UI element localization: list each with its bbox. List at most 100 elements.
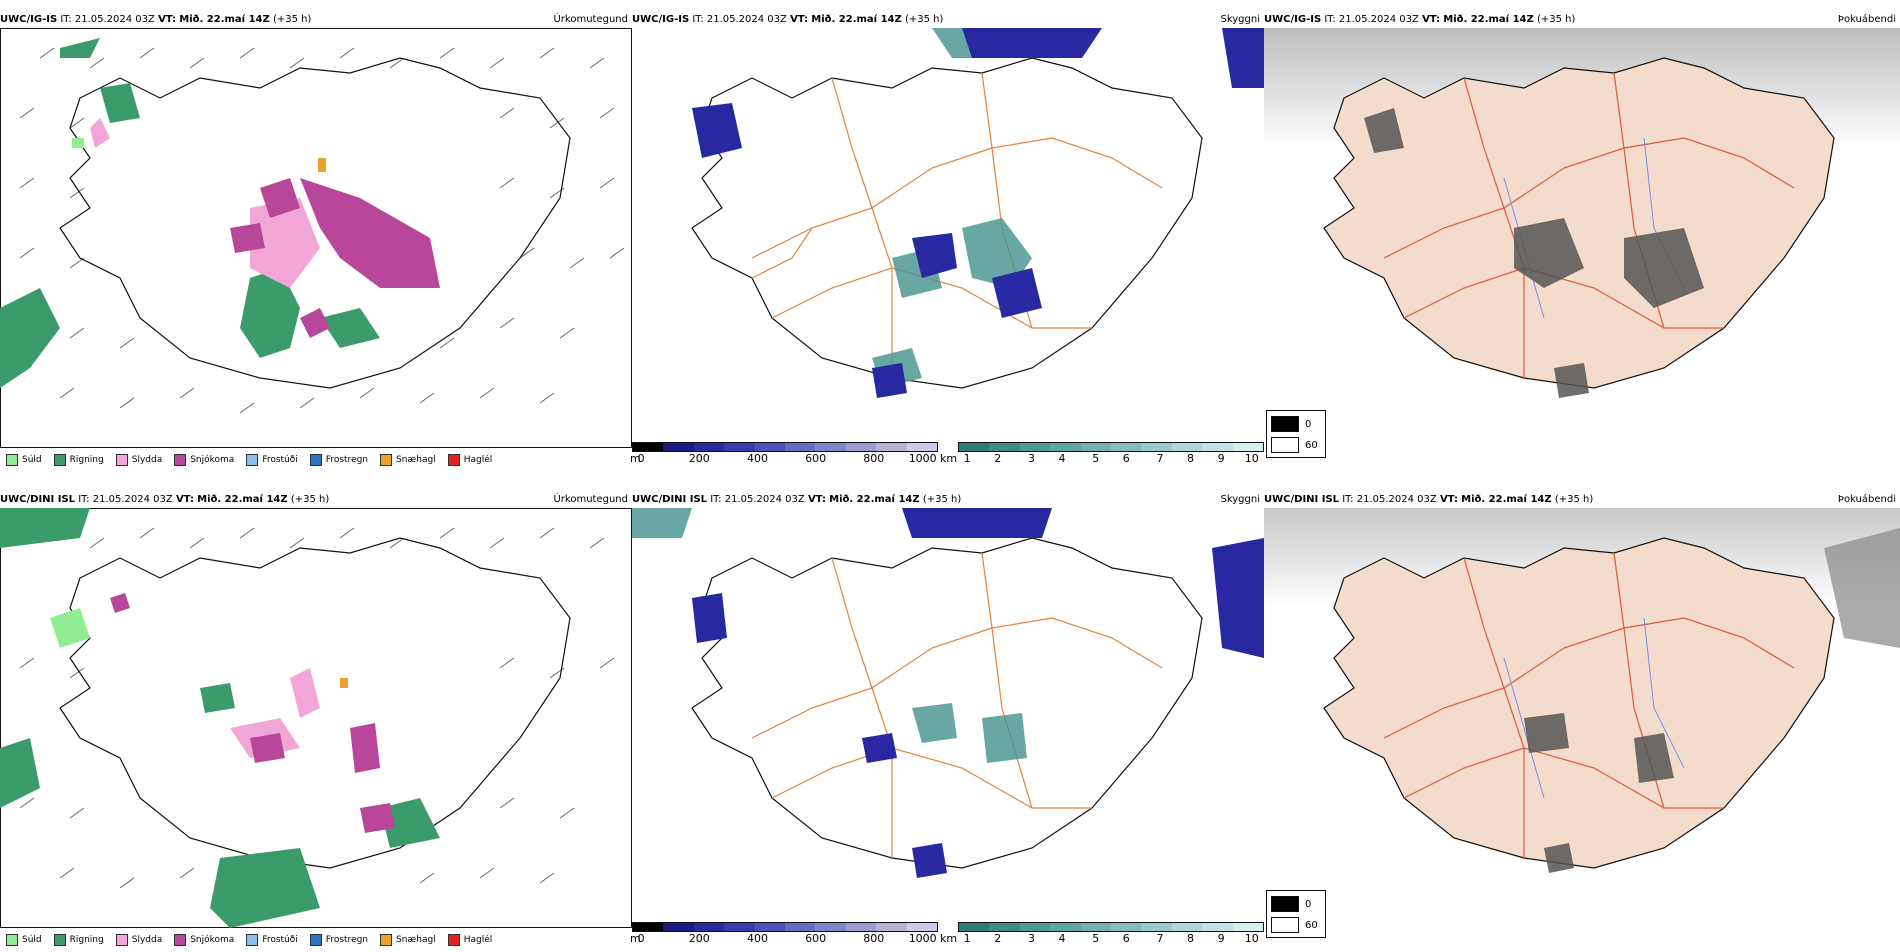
legend-label: Haglél [463,935,493,945]
legend-swatch [115,934,128,946]
panel-header: UWC/DINI ISL IT: 21.05.2024 03Z VT: Mið.… [0,492,632,508]
vt-value: Mið. 22.maí 14Z [179,14,270,25]
ceiling-bar-colors [632,442,938,452]
tick: 10 [1244,932,1259,945]
tick: 1 [963,452,971,465]
legend-label: Rigning [69,455,104,465]
tick: 3 [1027,452,1035,465]
legend-item-frostregn: Frostregn [309,454,369,466]
tick: 2 [994,452,1002,465]
vt-value: Mið. 22.maí 14Z [197,494,288,505]
tick: 1000 [908,932,937,945]
tick: 6 [1122,452,1130,465]
legend-label: Snæhagl [396,455,436,465]
tick: 400 [746,932,768,945]
panel-title: Skyggni [1220,14,1260,25]
vis-unit: km [940,932,958,945]
tick: 200 [688,452,710,465]
vis-bar-colors [958,922,1264,932]
tick: 9 [1217,932,1225,945]
it-value: 21.05.2024 03Z [92,494,173,505]
panel-title: Skyggni [1220,494,1260,505]
model-label: UWC/DINI ISL [632,494,708,505]
legend-label: Slydda [131,455,163,465]
tick: 7 [1156,932,1164,945]
it-value: 21.05.2024 03Z [74,14,155,25]
legend-label: Frostregn [325,455,369,465]
tick: 6 [1122,932,1130,945]
ceiling-ticks: 0 200 400 600 800 1000 [632,932,938,946]
vis-ticks: 1 2 3 4 5 6 7 8 9 10 [958,452,1264,466]
legend-item-haglel: Haglél [447,454,493,466]
fog-label: 0 [1305,418,1312,430]
fog-legend-item: 0 [1271,416,1321,432]
tick: 200 [688,932,710,945]
it-value: 21.05.2024 03Z [706,14,787,25]
legend-swatch [447,454,460,466]
vt-label: VT: [1422,14,1441,25]
legend-swatch [246,454,259,466]
panel-header: UWC/DINI ISL IT: 21.05.2024 03Z VT: Mið.… [1264,492,1900,508]
tick: 600 [805,452,827,465]
legend-item-snaehagl: Snæhagl [380,934,436,946]
vt-label: VT: [790,14,809,25]
tick: 9 [1217,452,1225,465]
legend-label: Frostregn [325,935,369,945]
legend-item-frostudi: Frostúði [246,934,298,946]
tick: 8 [1187,932,1195,945]
legend-label: Rigning [69,935,104,945]
fog-swatch [1271,416,1299,432]
ceiling-ticks: 0 200 400 600 800 1000 [632,452,938,466]
model-label: UWC/IG-IS [1264,14,1322,25]
tick: 0 [637,932,645,945]
precip-type-legend: Súld Rigning Slydda Snjókoma Frostúði Fr… [0,448,504,472]
legend-swatch [447,934,460,946]
tick: 5 [1092,932,1100,945]
legend-swatch [53,454,66,466]
it-label: IT: [1342,494,1354,505]
fog-label: 60 [1305,439,1318,451]
it-label: IT: [1324,14,1336,25]
vis-unit: km [940,452,958,465]
precip-map [0,28,632,448]
ceiling-unit: m [630,452,641,465]
vt-label: VT: [175,494,194,505]
tick: 10 [1244,452,1259,465]
cloud-map [632,508,1264,878]
legend-swatch [6,454,18,466]
ceiling-colorbar: m 0 200 400 600 800 1000 [630,922,938,952]
legend-item-rigning: Rigning [53,454,104,466]
legend-item-frostregn: Frostregn [309,934,369,946]
tick: 1 [963,932,971,945]
fog-map [1264,28,1900,398]
model-label: UWC/DINI ISL [0,494,76,505]
tick: 3 [1027,932,1035,945]
legend-swatch [309,934,322,946]
panel-title: Þokuábendi [1837,14,1896,25]
legend-swatch [6,934,18,946]
legend-item-sold: Súld [6,454,42,466]
tick: 800 [863,452,885,465]
tick: 800 [863,932,885,945]
fog-panel-row2: UWC/DINI ISL IT: 21.05.2024 03Z VT: Mið.… [1264,492,1900,952]
lead-time: (+35 h) [922,494,962,505]
panel-header: UWC/IG-IS IT: 21.05.2024 03Z VT: Mið. 22… [0,12,632,28]
fog-legend-item: 60 [1271,917,1321,933]
legend-item-slydda: Slydda [115,454,163,466]
it-label: IT: [692,14,704,25]
it-label: IT: [60,14,72,25]
legend-label: Súld [22,935,42,945]
tick: 400 [746,452,768,465]
legend-item-snaehagl: Snæhagl [380,454,436,466]
fog-swatch [1271,917,1299,933]
lead-time: (+35 h) [272,14,312,25]
legend-swatch [115,454,128,466]
legend-label: Haglél [463,455,493,465]
legend-item-rigning: Rigning [53,934,104,946]
fog-panel-row1: UWC/IG-IS IT: 21.05.2024 03Z VT: Mið. 22… [1264,12,1900,472]
legend-label: Frostúði [262,455,298,465]
lead-time: (+35 h) [290,494,330,505]
lead-time: (+35 h) [1536,14,1576,25]
legend-item-sold: Súld [6,934,42,946]
legend-item-slydda: Slydda [115,934,162,946]
